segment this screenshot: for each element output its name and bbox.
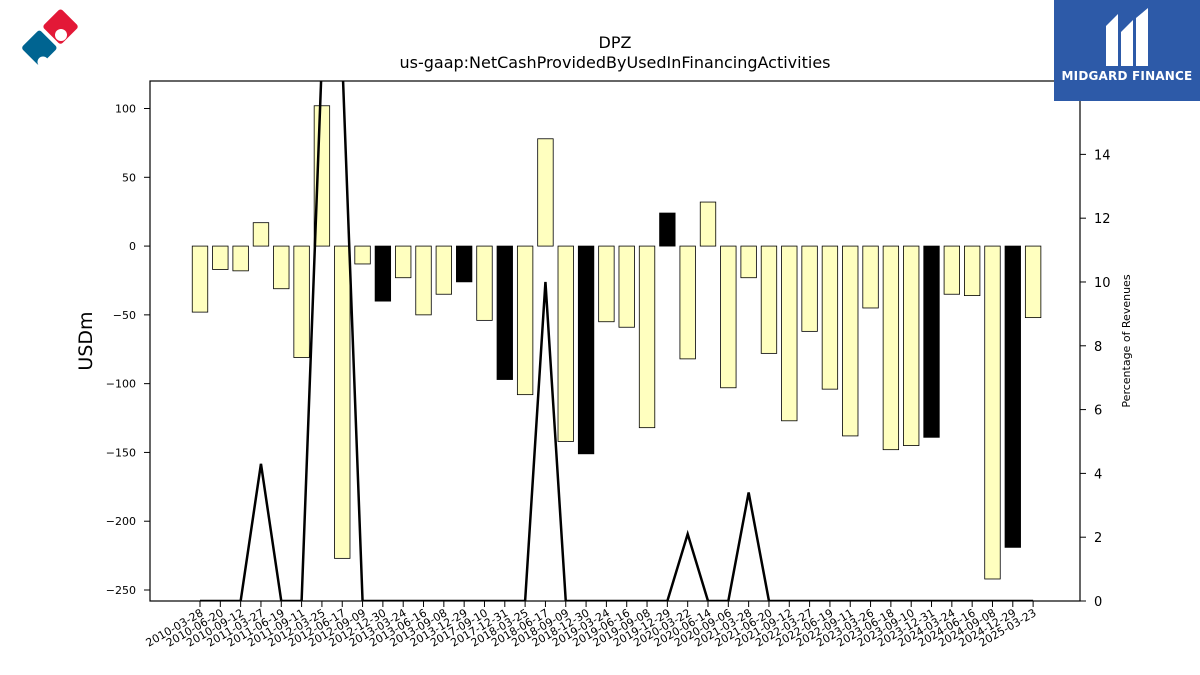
y2-tick-label: 14 [1094,148,1111,163]
bar [781,245,798,422]
bar [232,245,249,272]
bar [984,245,1001,580]
y2-tick-label: 2 [1094,531,1102,546]
bar [191,245,209,313]
bar [476,245,493,321]
bars [191,105,1042,580]
y-tick-label: −250 [106,584,136,597]
bar [618,245,635,328]
bar [435,245,452,295]
bar [456,245,473,283]
y-tick-label: −200 [106,515,136,528]
bar [496,245,513,380]
bar [334,245,351,559]
y-tick-label: −100 [106,378,136,391]
bar [903,245,920,446]
bar [842,245,859,437]
bar [760,245,778,354]
y2-tick-label: 8 [1094,340,1102,355]
bar [679,245,696,360]
bar [293,245,310,358]
bar [638,245,656,429]
y2-tick-label: 6 [1094,404,1102,419]
bar [374,245,392,302]
bar [1024,245,1042,319]
dominos-logo [4,4,86,86]
bar [395,245,412,279]
bar [964,245,981,297]
bar [212,245,229,270]
bar [801,245,818,332]
bar [252,222,270,247]
bar [598,245,615,323]
bar [699,201,717,247]
y-axis-label: USDm [75,311,97,370]
y-tick-label: 0 [129,240,136,253]
chart-title: DPZ [599,33,632,52]
y2-tick-label: 10 [1094,276,1111,291]
bar [740,245,757,279]
bar [943,245,960,295]
y2-axis-label: Percentage of Revenues [1120,274,1133,407]
bar [557,245,574,442]
bar [1004,245,1021,548]
bar [821,245,839,390]
bar [882,245,900,451]
logo-brand-text: MIDGARD FINANCE [1061,69,1193,83]
y-tick-label: −50 [113,309,136,322]
y2-tick-label: 4 [1094,467,1102,482]
midgard-finance-logo: MIDGARD FINANCE [1054,0,1200,101]
chart-subtitle: us-gaap:NetCashProvidedByUsedInFinancing… [399,53,830,72]
bar [720,245,737,389]
bar [923,245,940,438]
bar [415,245,432,316]
bar [537,138,554,247]
y2-tick-label: 0 [1094,595,1102,610]
bar [862,245,879,309]
bar [273,245,290,290]
y-tick-label: 100 [115,103,136,116]
y-tick-label: 50 [122,171,136,184]
bar [516,245,534,396]
bar [659,212,676,247]
bar [577,245,595,455]
y-tick-label: −150 [106,446,136,459]
plot-frame [149,80,1081,602]
bar [354,245,371,265]
y2-tick-label: 12 [1094,212,1111,227]
